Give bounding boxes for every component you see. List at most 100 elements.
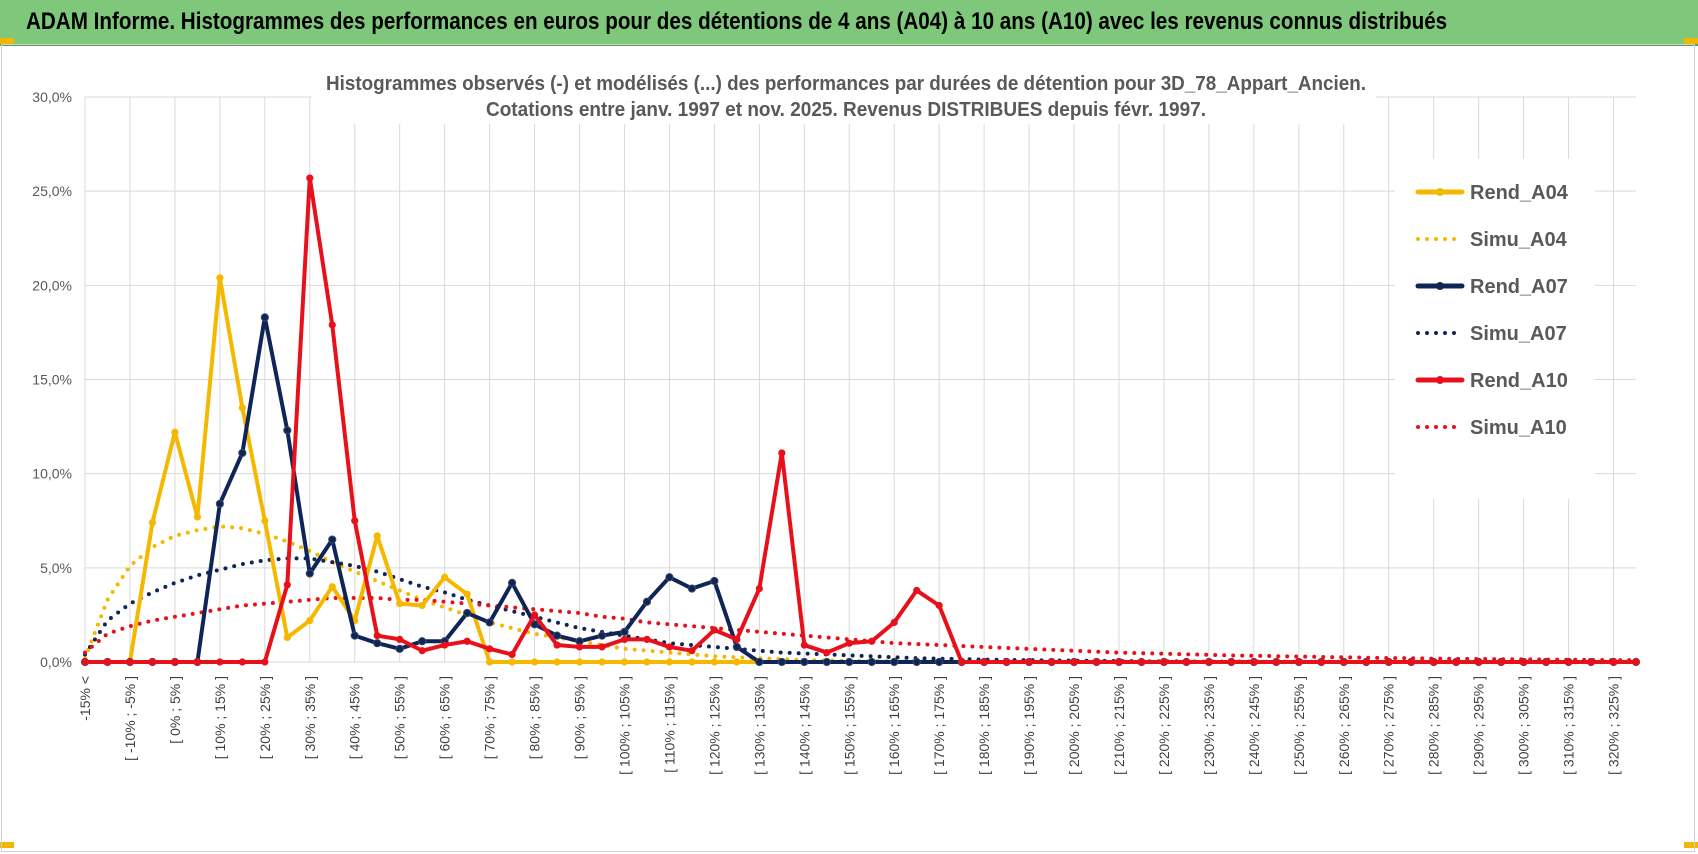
data-point-rend-a04 [306,616,314,625]
data-point-rend-a10 [441,641,449,649]
data-point-rend-a10 [1205,658,1213,666]
data-point-rend-a10 [1317,658,1325,666]
series-layer [80,174,1641,667]
corner-mark-bottom-left [0,842,14,848]
y-tick-label: 20,0% [32,277,72,293]
data-point-rend-a07 [350,631,359,640]
data-point-rend-a04 [328,583,336,591]
data-point-rend-a10 [418,647,426,655]
data-point-rend-a10 [1587,658,1595,666]
x-tick-label: [ 160% ; 165% ] [886,676,902,775]
data-point-rend-a10 [1115,658,1123,666]
data-point-rend-a10 [1092,658,1101,666]
data-point-rend-a10 [598,643,606,651]
data-point-rend-a10 [1564,658,1573,666]
data-point-rend-a10 [148,658,157,666]
x-tick-label: [ 130% ; 135% ] [751,676,767,775]
data-point-rend-a10 [868,637,876,645]
data-point-rend-a10 [283,581,291,589]
x-tick-label: [ 260% ; 265% ] [1336,676,1352,775]
data-point-rend-a07 [597,631,607,640]
data-point-rend-a07 [395,644,404,653]
x-tick-label: [ 0% ; 5% ] [167,676,183,744]
data-point-rend-a07 [418,637,427,646]
data-point-rend-a04 [396,600,404,608]
data-point-rend-a10 [126,658,134,666]
data-point-rend-a10 [935,601,943,610]
x-tick-label: [ -10% ; -5% ] [122,676,138,761]
data-point-rend-a07 [732,642,741,652]
data-point-rend-a07 [328,535,337,544]
data-point-rend-a10 [1340,658,1348,666]
x-tick-label: [ 200% ; 205% ] [1066,676,1082,775]
corner-mark-top-left [0,38,14,44]
x-tick-label: [ 30% ; 35% ] [302,676,318,759]
x-tick-label: [ 210% ; 215% ] [1111,676,1127,775]
data-point-rend-a07 [867,657,876,667]
y-tick-label: 0,0% [40,654,72,670]
x-tick-label: [ 220% ; 225% ] [1156,676,1172,775]
data-point-rend-a10 [1452,658,1460,666]
data-point-rend-a10 [1475,658,1483,666]
corner-mark-top-right [1684,38,1698,44]
data-point-rend-a07 [238,448,247,458]
data-point-rend-a10 [1609,658,1618,666]
line-chart: 0,0% 5,0% 10,0% 15,0% 20,0% 25,0% 30,0% -15% <… [32,64,1641,775]
y-tick-label: 15,0% [32,372,72,388]
data-point-rend-a04 [171,428,179,436]
report-header: ADAM Informe. Histogrammes des performan… [0,0,1698,46]
legend-box [1395,159,1595,499]
data-point-rend-a10 [913,586,921,595]
data-point-rend-a07 [935,657,944,667]
data-point-rend-a10 [508,650,516,659]
data-point-rend-a07 [373,639,382,648]
data-point-rend-a10 [373,632,381,640]
data-point-rend-a10 [980,658,988,666]
chart-subtitle: Cotations entre janv. 1997 et nov. 2025.… [486,99,1206,121]
data-point-rend-a04 [620,658,629,666]
legend-marker [1436,188,1444,196]
data-point-rend-a10 [890,618,898,627]
data-point-rend-a10 [823,648,831,657]
data-point-rend-a04 [733,658,741,666]
data-point-rend-a04 [261,517,269,525]
data-point-rend-a10 [351,517,359,525]
data-point-rend-a10 [1542,658,1550,666]
data-point-rend-a10 [1047,658,1056,666]
x-tick-label: [ 70% ; 75% ] [482,676,498,759]
data-point-rend-a07 [845,657,854,667]
data-point-rend-a10 [396,635,404,644]
x-tick-label: [ 140% ; 145% ] [796,676,812,775]
data-point-rend-a10 [1182,658,1191,666]
data-point-rend-a10 [620,635,629,644]
data-point-rend-a07 [912,657,921,667]
data-point-rend-a10 [1070,658,1078,666]
x-tick-label: [ 100% ; 105% ] [616,676,632,775]
data-point-rend-a04 [598,658,606,666]
x-tick-label: [ 110% ; 115% ] [661,676,677,773]
data-point-rend-a07 [215,499,224,508]
data-point-rend-a04 [441,573,449,581]
data-point-rend-a07 [890,657,899,667]
data-point-rend-a10 [710,626,718,634]
data-point-rend-a04 [643,658,651,666]
data-point-rend-a04 [418,601,426,610]
data-point-rend-a10 [1250,658,1258,666]
data-point-rend-a10 [463,637,471,645]
legend-label: Rend_A07 [1470,276,1568,298]
x-axis: -15% < [ -10% ; -5% ] [ 0% ; 5% ] [ 10% ; 1… [77,676,1622,775]
x-tick-label: [ 180% ; 185% ] [976,676,992,775]
data-point-rend-a10 [306,174,314,182]
data-point-rend-a10 [800,641,808,649]
data-point-rend-a04 [688,658,696,666]
data-point-rend-a10 [1025,658,1033,666]
data-point-rend-a07 [710,576,719,586]
data-point-rend-a10 [958,658,966,666]
data-point-rend-a07 [305,569,314,578]
data-point-rend-a10 [1430,658,1438,666]
data-point-rend-a10 [1497,658,1505,666]
data-point-rend-a04 [530,658,539,666]
x-tick-label: [ 170% ; 175% ] [931,676,947,775]
data-point-rend-a04 [508,658,516,666]
data-point-rend-a07 [800,657,809,667]
